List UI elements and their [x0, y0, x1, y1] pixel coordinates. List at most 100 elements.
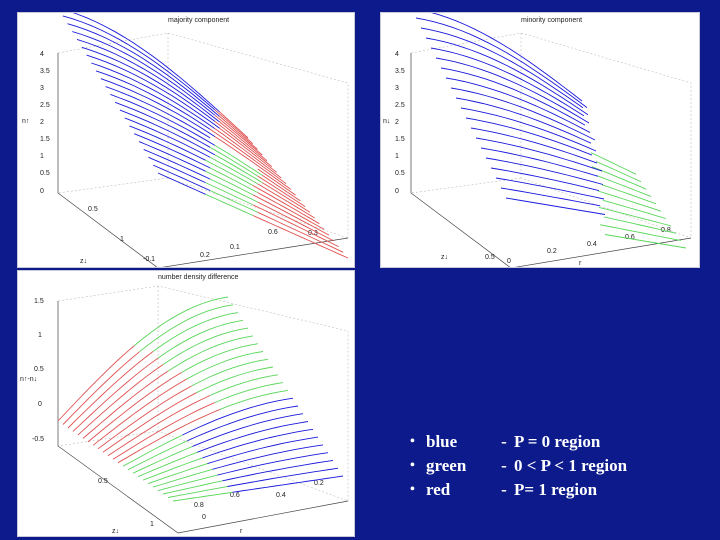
- surface-line-red: [219, 127, 277, 173]
- x-tick: 0.2: [200, 252, 210, 259]
- surface-line-green: [210, 178, 258, 203]
- surface-line-blue: [105, 86, 211, 139]
- surface-line-blue: [114, 101, 211, 148]
- z-tick: 2.5: [395, 102, 405, 109]
- y-tick: 0.5: [88, 206, 98, 213]
- x-axis-label: r: [579, 260, 582, 267]
- surface-line-blue: [495, 177, 605, 200]
- surface-line-green: [214, 145, 263, 176]
- surface-line-green: [196, 366, 274, 394]
- plot-title: majority component: [168, 17, 229, 24]
- surface-line-green: [205, 170, 254, 196]
- axes-frame: [57, 53, 349, 267]
- surface-line-green: [167, 486, 228, 498]
- surface-line-red: [257, 168, 296, 196]
- y-tick: 1: [120, 236, 124, 243]
- legend-item-red: • red - P= 1 region: [410, 478, 627, 502]
- z-axis-label: n↑: [22, 118, 29, 125]
- surface-line-red: [214, 114, 263, 156]
- surface-line-red: [77, 364, 164, 436]
- z-tick: 1: [38, 332, 42, 339]
- surface-line-blue: [129, 125, 206, 161]
- surface-line-blue: [460, 107, 597, 152]
- surface-line-blue: [217, 452, 329, 476]
- surface-line-blue: [124, 117, 211, 158]
- surface-line-green: [209, 157, 258, 185]
- legend-item-green: • green - 0 < P < 1 region: [410, 454, 627, 478]
- grid-box: [57, 285, 349, 502]
- surface-line-green: [152, 468, 213, 488]
- surface-line-red: [262, 175, 301, 202]
- surface-line-blue: [500, 187, 601, 207]
- surface-line-green: [602, 199, 667, 219]
- surface-line-blue: [440, 67, 586, 126]
- surface-line-green: [214, 154, 263, 184]
- y-tick: 0: [202, 514, 206, 521]
- surface-line-blue: [505, 197, 606, 215]
- surface-line-blue: [62, 15, 216, 111]
- surface-line-red: [92, 378, 187, 446]
- number-density-difference-plot: number density difference -0.5 0 0.5 1 1…: [17, 270, 355, 537]
- surface-line-red: [262, 182, 311, 213]
- surface-line-blue: [72, 31, 216, 116]
- plot-title: minority component: [521, 17, 582, 24]
- legend-description: 0 < P < 1 region: [514, 456, 628, 475]
- surface-line-red: [219, 121, 268, 162]
- surface-lines: [62, 13, 349, 259]
- surface-lines: [57, 296, 344, 502]
- surface-line-red: [72, 357, 159, 432]
- legend-dash: -: [501, 480, 507, 499]
- z-tick: 3: [395, 85, 399, 92]
- surface-line-blue: [485, 157, 604, 185]
- surface-line-red: [257, 201, 334, 242]
- minority-component-svg: minority component 0 0.5 1 1.5 2 2.5 3 3…: [383, 13, 692, 267]
- surface-line-green: [127, 440, 188, 471]
- z-tick: -0.5: [32, 436, 44, 443]
- surface-line-green: [205, 159, 254, 186]
- surface-line-green: [596, 175, 652, 197]
- x-tick: 0.8: [194, 502, 204, 509]
- legend-bullet: •: [410, 458, 415, 473]
- x-tick: 0.2: [547, 248, 557, 255]
- legend-dash: -: [501, 456, 507, 475]
- x-tick: 0.2: [314, 480, 324, 487]
- legend-bullet: •: [410, 434, 415, 449]
- surface-line-blue: [450, 87, 596, 141]
- surface-line-green: [603, 216, 677, 234]
- surface-line-blue: [192, 413, 304, 447]
- surface-line-green: [604, 234, 687, 249]
- z-tick: 3.5: [40, 68, 50, 75]
- surface-line-red: [214, 109, 254, 145]
- z-tick: 4: [40, 51, 44, 58]
- surface-line-red: [62, 351, 140, 425]
- surface-line-green: [157, 474, 218, 492]
- surface-line-green: [191, 358, 269, 387]
- surface-line-red: [67, 351, 154, 429]
- surface-line-blue: [182, 397, 294, 436]
- x-axis-label: r: [240, 528, 243, 535]
- surface-line-blue: [95, 70, 211, 130]
- z-axis-label: n↑-n↓: [20, 376, 37, 383]
- surface-line-green: [162, 480, 223, 495]
- plot-title: number density difference: [158, 274, 239, 281]
- z-tick: 0: [40, 188, 44, 195]
- surface-line-blue: [91, 62, 216, 129]
- surface-line-blue: [420, 27, 584, 109]
- x-axis-label: r: [228, 266, 231, 267]
- y-tick: -0.1: [143, 256, 155, 263]
- y-tick: 1: [150, 521, 154, 528]
- x-tick: 0.6: [268, 229, 278, 236]
- legend-item-blue: • blue - P = 0 region: [410, 430, 627, 454]
- surface-line-green: [181, 343, 259, 373]
- surface-line-red: [112, 402, 216, 460]
- surface-line-red: [102, 392, 197, 453]
- axes-frame: [410, 53, 692, 267]
- surface-line-green: [219, 389, 289, 410]
- y-axis-label: z↓: [112, 528, 119, 535]
- z-tick: 2: [395, 119, 399, 126]
- z-tick: 4: [395, 51, 399, 58]
- y-tick: 0.5: [98, 478, 108, 485]
- surface-line-blue: [207, 436, 319, 465]
- surface-line-blue: [470, 127, 598, 164]
- surface-line-red: [107, 395, 211, 457]
